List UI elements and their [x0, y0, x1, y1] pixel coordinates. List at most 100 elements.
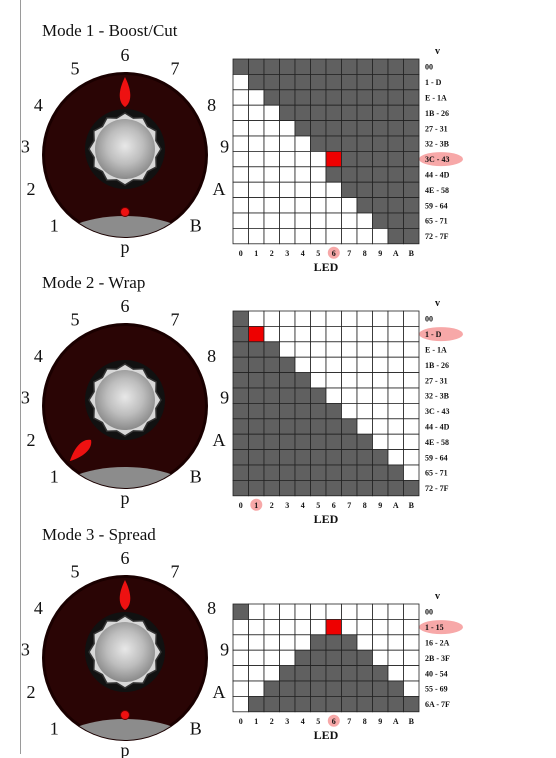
led-cell	[325, 73, 342, 91]
led-cell	[403, 479, 420, 497]
led-cell	[294, 372, 311, 389]
led-cell	[294, 325, 311, 343]
knob-scale-label: 1	[50, 467, 59, 487]
led-cell	[232, 227, 249, 245]
led-cell	[325, 372, 342, 389]
row-label-highlight	[419, 620, 463, 635]
led-cell	[310, 135, 327, 152]
led-cell	[232, 135, 249, 152]
led-cell	[403, 387, 420, 404]
mode-2-led-grid: v00 1 - D E - 1A 1B - 26 27 - 31 32 - 3B 3C - …	[232, 298, 463, 526]
led-tick-label: 5	[316, 717, 320, 726]
led-cell	[372, 372, 389, 389]
led-cell	[279, 310, 296, 327]
led-cell	[387, 433, 404, 450]
led-cell	[325, 104, 342, 122]
led-cell	[294, 433, 311, 450]
led-cell	[356, 341, 373, 358]
value-range-label: 55 - 69	[425, 685, 448, 694]
led-cell	[310, 464, 327, 481]
led-cell	[356, 680, 373, 697]
mode-2-knob: 12 3 4 5 6 7 8 9 ABp	[21, 296, 229, 508]
led-cell	[232, 372, 249, 389]
led-cell	[387, 680, 404, 697]
led-cell	[325, 310, 342, 327]
led-tick-label: 7	[347, 717, 351, 726]
led-cell	[387, 618, 404, 636]
knob-scale-label: 7	[171, 58, 180, 78]
led-cell	[232, 479, 249, 497]
led-cell	[341, 449, 358, 466]
led-cell	[279, 166, 296, 183]
led-cell	[341, 151, 358, 168]
led-cell	[387, 696, 404, 713]
led-cell	[325, 166, 342, 183]
led-cell	[279, 341, 296, 358]
value-range-label: 4E - 58	[425, 438, 449, 447]
led-cell	[263, 696, 280, 713]
knob-scale-label: 7	[171, 561, 180, 581]
led-cell	[294, 356, 311, 374]
led-cell	[279, 680, 296, 697]
value-column-header: v	[435, 46, 440, 57]
led-cell	[232, 387, 249, 404]
led-cell	[403, 197, 420, 214]
led-tick-label: 1	[254, 717, 258, 726]
led-cell	[341, 433, 358, 450]
led-cell	[248, 403, 265, 420]
led-cell	[356, 181, 373, 198]
led-tick-label: 2	[270, 717, 274, 726]
led-tick-label: 9	[378, 717, 382, 726]
led-cell	[232, 403, 249, 420]
led-cell	[310, 696, 327, 713]
mode-1-led-grid: v00 1 - D E - 1A 1B - 26 27 - 31 32 - 3B 3C - …	[232, 46, 463, 274]
knob-scale-label: 2	[27, 430, 36, 450]
led-cell	[310, 166, 327, 183]
led-cell	[325, 197, 342, 214]
led-cell	[403, 356, 420, 374]
led-cell	[356, 104, 373, 122]
led-cell	[310, 680, 327, 697]
led-cell	[341, 649, 358, 667]
led-cell	[232, 356, 249, 374]
value-range-label: 1 - D	[425, 330, 442, 339]
led-cell	[356, 197, 373, 214]
led-cell	[341, 387, 358, 404]
led-cell	[341, 341, 358, 358]
led-cell	[248, 418, 265, 435]
mode-1-title: Mode 1 - Boost/Cut	[42, 21, 178, 40]
led-cell	[294, 89, 311, 106]
led-cell	[310, 387, 327, 404]
led-cell	[387, 479, 404, 497]
led-cell	[263, 665, 280, 682]
led-cell	[341, 197, 358, 214]
led-cell	[279, 197, 296, 214]
led-cell	[356, 89, 373, 106]
led-cell	[294, 449, 311, 466]
led-cell	[310, 73, 327, 91]
led-tick-label: A	[393, 717, 399, 726]
led-cell	[387, 197, 404, 214]
led-tick-label: 3	[285, 501, 289, 510]
led-cell	[248, 634, 265, 651]
led-cell	[356, 227, 373, 245]
led-tick-label: 1	[254, 501, 258, 510]
led-cell	[310, 665, 327, 682]
led-cell	[232, 464, 249, 481]
knob-scale-label: 9	[220, 387, 229, 407]
led-cell	[372, 479, 389, 497]
knob-pointer-label: p	[121, 237, 130, 257]
led-cell	[341, 135, 358, 152]
led-cell	[263, 634, 280, 651]
led-cell	[356, 603, 373, 620]
led-cell	[294, 479, 311, 497]
led-cell	[294, 212, 311, 229]
knob-cap	[95, 119, 155, 179]
led-cell	[387, 120, 404, 137]
led-cell	[248, 197, 265, 214]
led-cell	[403, 696, 420, 713]
led-cell	[356, 649, 373, 667]
led-cell	[232, 634, 249, 651]
led-tick-label: 9	[378, 501, 382, 510]
led-cell	[325, 325, 342, 343]
